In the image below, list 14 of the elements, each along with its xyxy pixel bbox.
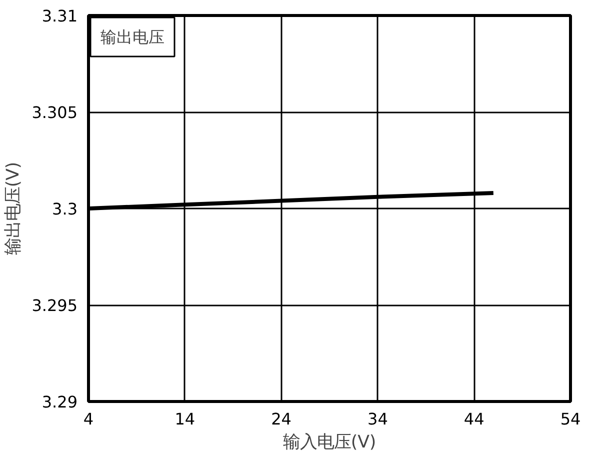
x-tick-label: 14 (174, 410, 196, 428)
x-tick-label: 54 (560, 410, 581, 428)
x-tick-label: 4 (83, 410, 94, 428)
y-tick-label: 3.295 (32, 296, 78, 315)
x-axis-title: 输入电压(V) (282, 432, 376, 452)
x-tick-label: 24 (271, 410, 292, 428)
text: 输出电压 (100, 28, 164, 46)
y-axis-title: 输出电压(V) (4, 162, 24, 256)
y-tick-label: 3.3 (52, 200, 78, 218)
y-tick-label: 3.31 (42, 6, 78, 26)
x-tick-label: 44 (464, 410, 484, 428)
y-tick-label: 3.29 (42, 392, 78, 412)
y-tick-label: 3.305 (32, 103, 78, 122)
x-tick-label: 34 (368, 410, 388, 428)
